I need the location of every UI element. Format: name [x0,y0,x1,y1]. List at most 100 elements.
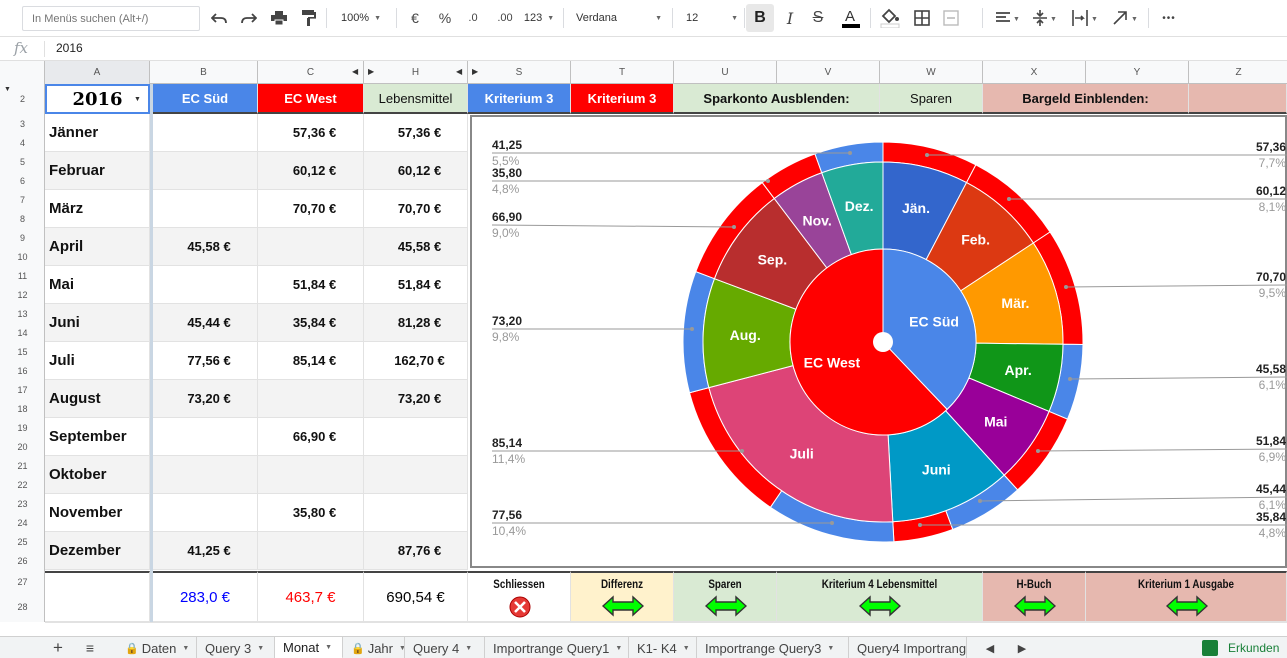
column-header-a[interactable]: A [45,61,150,84]
tab-menu-caret-icon[interactable]: ▼ [465,644,473,652]
select-all-corner[interactable] [0,61,45,84]
sheet-tab[interactable]: 🔒 Daten ▼ [117,637,197,658]
font-size-select[interactable]: 12 ▼ [686,12,738,24]
fill-color-icon[interactable] [878,4,902,32]
row-header[interactable]: 12 [17,289,28,300]
tab-menu-caret-icon[interactable]: ▼ [182,644,190,652]
ec-west-value[interactable]: 85,14 € [258,342,364,380]
ec-west-value[interactable]: 35,80 € [258,494,364,532]
ec-sued-value[interactable] [153,494,258,532]
ec-west-value[interactable]: 60,12 € [258,152,364,190]
row-header[interactable]: 27 [17,577,28,587]
ec-sued-value[interactable] [153,456,258,494]
row-header[interactable]: 10 [17,251,28,262]
total-ec-west[interactable]: 463,7 € [258,571,364,622]
ec-west-value[interactable]: 70,70 € [258,190,364,228]
kriterium-1-ausgabe-button[interactable]: Kriterium 1 Ausgabe [1086,571,1287,622]
month-label[interactable]: September [45,418,150,456]
row-header[interactable]: 7 [19,194,25,205]
zoom-select[interactable]: 100% ▼ [340,12,382,24]
lebensmittel-value[interactable]: 81,28 € [364,304,468,342]
tab-menu-caret-icon[interactable]: ▼ [257,644,265,652]
ec-sued-value[interactable] [153,266,258,304]
ec-sued-value[interactable]: 73,20 € [153,380,258,418]
lebensmittel-value[interactable]: 87,76 € [364,532,468,570]
header-sparkonto-ausblenden[interactable]: Sparkonto Ausblenden: [674,84,880,114]
row-header[interactable]: 20 [17,441,28,452]
year-dropdown-caret-icon[interactable]: ▼ [134,96,141,103]
redo-icon[interactable] [238,4,260,32]
row-header[interactable]: 23 [17,498,28,509]
lebensmittel-value[interactable] [364,494,468,532]
row-header[interactable]: 21 [17,460,28,471]
column-header-t[interactable]: T [571,61,674,84]
strikethrough-button[interactable]: S [812,9,824,26]
row-header[interactable]: 28 [17,602,28,612]
sheet-tab[interactable]: K1- K4 ▼ [629,637,697,658]
tab-menu-caret-icon[interactable]: ▼ [399,645,404,652]
row-header[interactable]: 14 [17,327,28,338]
ec-west-value[interactable]: 57,36 € [258,114,364,152]
header-z-empty[interactable] [1189,84,1287,114]
all-sheets-icon[interactable]: ≡ [85,640,95,656]
sparen-button[interactable]: Sparen [674,571,777,622]
ec-sued-value[interactable]: 41,25 € [153,532,258,570]
month-label[interactable]: Juli [45,342,150,380]
hidden-columns-right-arrow-icon[interactable]: ▶ [368,67,375,76]
month-label[interactable]: Jänner [45,114,150,152]
text-wrap-icon[interactable]: ▼ [1068,4,1102,32]
ec-west-value[interactable]: 35,84 € [258,304,364,342]
decrease-decimals-button[interactable]: .0 [468,12,478,24]
month-label[interactable]: Februar [45,152,150,190]
undo-icon[interactable] [208,4,230,32]
freeze-rows-caret-icon[interactable]: ▼ [4,86,11,93]
row-header[interactable]: 3 [19,118,25,129]
row-header[interactable]: 16 [17,365,28,376]
total-lebensmittel[interactable]: 690,54 € [364,571,468,622]
ec-sued-value[interactable] [153,152,258,190]
explore-button[interactable]: Erkunden [1196,637,1287,658]
sheet-tab[interactable]: Importrange Query1 ▼ [485,637,629,658]
month-label[interactable]: Oktober [45,456,150,494]
row-header[interactable]: 13 [17,308,28,319]
ec-west-value[interactable]: 66,90 € [258,418,364,456]
row-header[interactable]: 25 [17,536,28,547]
frozen-column-divider[interactable] [150,84,153,622]
header-kriterium-3-red[interactable]: Kriterium 3 [571,84,674,114]
row-header[interactable]: 11 [17,270,28,281]
row-header[interactable]: 4 [19,137,25,148]
ec-sued-value[interactable] [153,190,258,228]
row-header[interactable]: 15 [17,346,28,357]
row-header[interactable]: 6 [19,175,25,186]
row-header[interactable]: 9 [19,232,25,243]
sheet-tab[interactable]: Importrange Query3 ▼ [697,637,849,658]
row-header[interactable]: 5 [19,156,25,167]
increase-decimals-button[interactable]: .00 [497,12,513,24]
scroll-tabs-left-icon[interactable]: ◀ [985,642,995,655]
column-header-u[interactable]: U [674,61,777,84]
italic-button[interactable]: I [786,8,794,28]
borders-icon[interactable] [910,4,934,32]
column-header-y[interactable]: Y [1086,61,1189,84]
row-header[interactable]: 26 [17,555,28,566]
column-header-x[interactable]: X [983,61,1086,84]
print-icon[interactable] [268,4,290,32]
add-sheet-icon[interactable]: + [53,638,63,657]
lebensmittel-value[interactable] [364,418,468,456]
lebensmittel-value[interactable]: 70,70 € [364,190,468,228]
column-header-z[interactable]: Z [1189,61,1287,84]
header-ec-west[interactable]: EC West [258,84,364,114]
vertical-align-icon[interactable]: ▼ [1030,4,1060,32]
ec-west-value[interactable] [258,456,364,494]
month-label[interactable]: Mai [45,266,150,304]
ec-west-value[interactable]: 51,84 € [258,266,364,304]
row-header[interactable]: 24 [17,517,28,528]
ec-west-value[interactable] [258,380,364,418]
horizontal-align-icon[interactable]: ▼ [992,4,1024,32]
paint-format-icon[interactable] [298,4,320,32]
header-lebensmittel[interactable]: Lebensmittel [364,84,468,114]
text-rotation-icon[interactable]: ▼ [1108,4,1142,32]
header-sparen[interactable]: Sparen [880,84,983,114]
ec-sued-value[interactable]: 77,56 € [153,342,258,380]
month-label[interactable]: August [45,380,150,418]
